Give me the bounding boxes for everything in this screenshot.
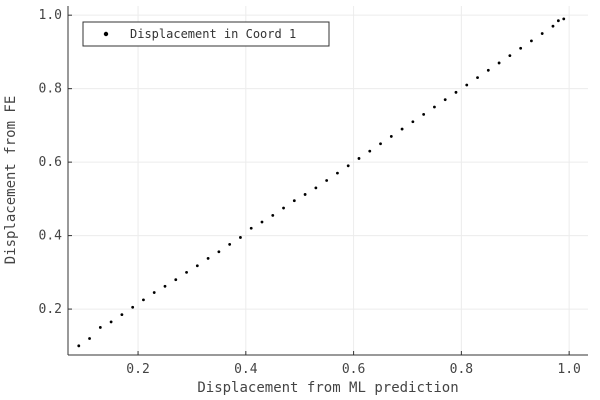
x-ticks: 0.2 0.4 0.6 0.8 1.0 — [126, 351, 581, 377]
data-point — [98, 326, 102, 329]
data-point — [562, 17, 566, 21]
data-point — [411, 120, 415, 124]
y-axis-label: Displacement from FE — [3, 96, 19, 265]
x-tick-label: 1.0 — [557, 362, 580, 377]
y-tick-label: 0.2 — [39, 302, 62, 317]
data-point — [497, 61, 501, 65]
y-tick-label: 0.4 — [39, 229, 63, 244]
data-point — [400, 127, 404, 131]
data-point — [314, 186, 318, 190]
data-point — [346, 164, 350, 168]
data-point — [325, 179, 329, 182]
data-point — [152, 291, 156, 294]
data-point — [368, 149, 372, 153]
x-axis-label: Displacement from ML prediction — [197, 380, 458, 396]
x-tick-label: 0.4 — [234, 362, 258, 377]
data-point — [271, 214, 275, 217]
data-point — [282, 206, 285, 210]
data-point — [88, 337, 91, 340]
x-tick-label: 0.2 — [126, 362, 149, 377]
data-point — [379, 142, 382, 146]
data-point — [260, 220, 264, 224]
data-point — [239, 236, 242, 239]
y-tick-label: 0.8 — [39, 82, 62, 97]
data-point — [433, 105, 436, 109]
y-tick-label: 0.6 — [39, 155, 62, 170]
data-point — [185, 270, 188, 274]
data-point — [195, 264, 199, 268]
data-point — [357, 157, 361, 160]
data-points — [77, 17, 566, 348]
data-point — [540, 32, 544, 35]
data-point — [508, 54, 512, 57]
data-point — [556, 19, 560, 23]
data-point — [454, 90, 458, 94]
data-point — [249, 226, 253, 230]
data-point — [422, 112, 426, 116]
data-point — [109, 320, 113, 324]
data-point — [120, 313, 124, 316]
data-point — [206, 256, 210, 260]
data-point — [303, 193, 307, 196]
y-ticks: 0.2 0.4 0.6 0.8 1.0 — [39, 8, 72, 317]
data-point — [217, 250, 221, 254]
data-point — [476, 76, 479, 80]
data-point — [336, 171, 339, 175]
data-point — [486, 68, 490, 72]
legend-box — [82, 21, 330, 47]
x-tick-label: 0.8 — [450, 362, 473, 377]
data-point — [77, 344, 81, 348]
data-point — [228, 243, 232, 246]
legend-label: Displacement in Coord 1 — [130, 27, 296, 41]
data-point — [551, 24, 555, 28]
data-point — [519, 46, 523, 50]
data-point — [530, 39, 533, 43]
data-point — [292, 199, 296, 203]
data-point — [465, 83, 469, 87]
x-tick-label: 0.6 — [342, 362, 365, 377]
data-point — [142, 298, 145, 302]
y-tick-label: 1.0 — [39, 8, 62, 23]
legend-marker-icon — [103, 31, 109, 37]
data-point — [389, 135, 393, 138]
legend: Displacement in Coord 1 — [82, 21, 330, 47]
data-point — [443, 98, 447, 102]
data-point — [163, 284, 167, 288]
axes — [67, 6, 588, 356]
data-point — [174, 278, 178, 282]
data-point — [131, 305, 135, 309]
grid — [68, 6, 588, 355]
